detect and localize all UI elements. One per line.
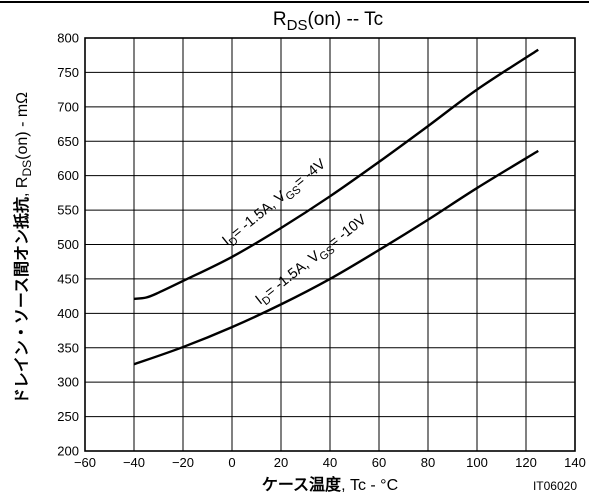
x-tick-label: 140 <box>564 455 586 470</box>
y-tick-label: 700 <box>57 99 79 114</box>
x-tick-label: 40 <box>323 455 337 470</box>
figure-code: IT06020 <box>533 479 577 493</box>
y-tick-label: 350 <box>57 340 79 355</box>
chart-title: RDS(on) -- Tc <box>273 9 383 34</box>
plot-frame <box>84 37 576 452</box>
tick-labels: −60 −40 −20 0 20 40 60 80 100 120 140 200 250 300 350 4… <box>57 31 586 471</box>
y-tick-label: 550 <box>57 203 79 218</box>
y-tick-label: 500 <box>57 237 79 252</box>
series-line-0 <box>133 48 539 301</box>
grid <box>85 38 575 451</box>
x-tick-label: −60 <box>74 455 96 470</box>
x-tick-label: 60 <box>372 455 386 470</box>
x-tick-label: −40 <box>123 455 145 470</box>
x-tick-label: −20 <box>172 455 194 470</box>
series-line-1 <box>133 149 539 366</box>
y-tick-label: 800 <box>57 31 79 46</box>
series-group <box>133 48 539 366</box>
y-axis-label: ドレイン・ソース間オン抵抗, RDS(on) - mΩ <box>12 92 34 404</box>
y-tick-label: 450 <box>57 271 79 286</box>
y-tick-label: 600 <box>57 168 79 183</box>
y-tick-label: 400 <box>57 306 79 321</box>
x-tick-label: 0 <box>228 455 235 470</box>
x-tick-label: 100 <box>466 455 488 470</box>
y-tick-label: 750 <box>57 65 79 80</box>
x-axis-label: ケース温度, Tc - °C <box>262 475 398 494</box>
y-tick-label: 300 <box>57 375 79 390</box>
x-tick-label: 80 <box>421 455 435 470</box>
y-tick-label: 650 <box>57 134 79 149</box>
x-tick-label: 120 <box>515 455 537 470</box>
y-tick-label: 200 <box>57 444 79 459</box>
y-tick-label: 250 <box>57 409 79 424</box>
series-label-vgs-4v: ID= -1.5A, VGS= -4V <box>219 156 331 251</box>
x-tick-label: 20 <box>274 455 288 470</box>
series-label-vgs-10v: ID= -1.5A, VGS= -10V <box>253 212 372 311</box>
